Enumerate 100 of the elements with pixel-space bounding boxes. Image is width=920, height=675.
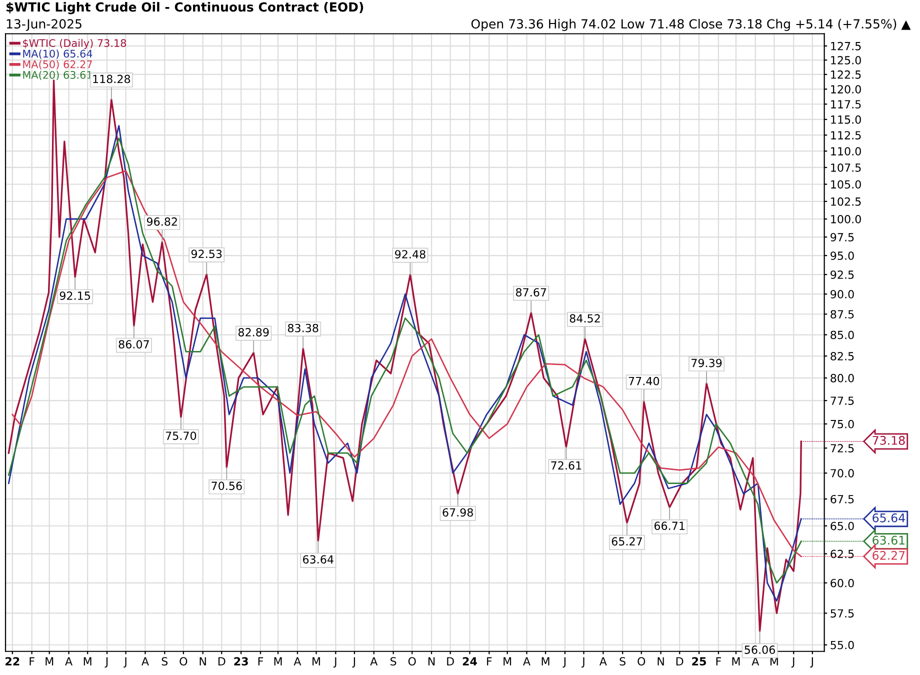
y-tick-label: 57.5 <box>830 609 854 618</box>
annotation: 63.64 <box>303 555 334 564</box>
y-tick-label: 82.5 <box>830 352 854 360</box>
x-tick-label: J <box>104 657 108 668</box>
y-tick-label: 70.0 <box>830 469 854 478</box>
x-tick-label: F <box>487 657 492 666</box>
annotation: 56.06 <box>744 646 775 654</box>
legend-label: MA(20) 63.61 <box>23 70 92 80</box>
y-tick-label: 60.0 <box>830 578 854 588</box>
y-tick-label: 75.0 <box>830 420 854 428</box>
annotation: 86.07 <box>118 340 149 349</box>
annotation: 77.40 <box>628 376 660 386</box>
x-tick-label: F <box>30 657 34 666</box>
y-tick-label: 95.0 <box>830 252 854 260</box>
x-tick-label: M <box>504 657 512 666</box>
x-tick-label: J <box>582 657 584 668</box>
annotation: 92.53 <box>191 250 222 258</box>
x-tick-label: S <box>620 657 626 666</box>
x-tick-label: A <box>294 657 302 666</box>
y-tick-label: 100.0 <box>831 214 861 224</box>
annotation: 79.39 <box>692 358 722 368</box>
x-tick-label: 23 <box>234 657 248 666</box>
annotation: 72.61 <box>551 461 582 470</box>
annotation: 63.61 <box>872 536 905 545</box>
chart-title: $WTIC Light Crude Oil - Continuous Contract (EOD) <box>6 2 364 14</box>
x-tick-label: F <box>258 657 264 666</box>
y-tick-label: 112.5 <box>831 131 861 140</box>
annotation: 62.27 <box>872 550 905 560</box>
x-tick-label: N <box>658 657 664 666</box>
x-tick-label: A <box>599 657 607 666</box>
annotation: 70.56 <box>212 482 242 490</box>
x-tick-label: J <box>124 657 126 668</box>
legend-label: $WTIC (Daily) 73.18 <box>23 38 126 50</box>
x-tick-label: A <box>370 657 378 666</box>
y-tick-label: 105.0 <box>831 180 861 189</box>
x-tick-label: J <box>352 657 356 668</box>
x-tick-label: M <box>46 657 54 666</box>
y-tick-label: 62.5 <box>830 550 854 558</box>
x-tick-label: O <box>638 657 646 666</box>
y-tick-label: 90.0 <box>830 290 854 298</box>
y-tick-label: 65.0 <box>830 522 854 530</box>
annotation: 75.70 <box>166 432 196 440</box>
text: Open 73.36 High 74.02 Low 71.48 Close 73.18 Chg +5.14 (+7.55%) ▲ <box>471 18 911 31</box>
x-tick-label: A <box>142 657 149 666</box>
annotation: 67.98 <box>442 508 473 517</box>
x-tick-label: M <box>312 657 320 666</box>
x-tick-label: D <box>218 657 226 666</box>
x-tick-label: J <box>791 657 794 668</box>
y-tick-label: 107.5 <box>831 163 861 172</box>
annotation: 82.89 <box>238 328 269 336</box>
x-tick-label: M <box>542 657 550 666</box>
x-tick-label: N <box>200 657 206 666</box>
x-tick-label: 22 <box>6 657 20 666</box>
annotation: 92.48 <box>395 250 426 258</box>
annotation: 73.18 <box>872 436 905 445</box>
annotation: 96.82 <box>146 217 177 226</box>
y-tick-label: 120.0 <box>831 85 861 94</box>
annotation: 84.52 <box>570 314 600 323</box>
y-tick-label: 67.5 <box>830 494 854 504</box>
x-tick-label: D <box>676 657 684 666</box>
x-tick-label: S <box>390 657 396 666</box>
y-tick-label: 77.5 <box>830 396 854 405</box>
x-tick-label: J <box>333 657 336 668</box>
y-tick-label: 97.5 <box>830 233 854 242</box>
x-tick-label: 25 <box>692 657 706 666</box>
y-tick-label: 110.0 <box>831 147 861 156</box>
annotation: 92.15 <box>60 292 90 300</box>
x-tick-label: O <box>180 657 188 666</box>
x-tick-label: S <box>162 657 168 666</box>
x-tick-label: 24 <box>462 657 477 666</box>
x-tick-label: F <box>716 657 721 666</box>
y-tick-label: 92.5 <box>830 270 854 279</box>
annotation: 65.27 <box>612 537 642 546</box>
x-tick-label: M <box>732 657 740 666</box>
annotation: 83.38 <box>288 324 318 332</box>
y-tick-label: 102.5 <box>831 197 861 206</box>
y-tick-label: 127.5 <box>831 42 861 50</box>
annotation: 65.64 <box>872 513 905 522</box>
x-tick-label: O <box>408 657 416 666</box>
y-tick-label: 125.0 <box>831 56 861 64</box>
legend-label: MA(10) 65.64 <box>23 50 92 59</box>
x-tick-label: N <box>428 657 435 666</box>
y-tick-label: 55.0 <box>830 640 854 650</box>
x-tick-label: A <box>65 657 72 666</box>
y-tick-label: 85.0 <box>830 330 854 340</box>
annotation: 66.71 <box>654 522 684 530</box>
x-tick-label: M <box>274 657 282 666</box>
y-tick-label: 117.5 <box>831 100 861 108</box>
x-tick-label: D <box>447 657 454 666</box>
y-tick-label: 122.5 <box>831 70 861 79</box>
y-tick-label: 80.0 <box>830 374 854 382</box>
annotation: 118.28 <box>93 74 130 84</box>
x-tick-label: J <box>562 657 566 668</box>
legend-label: MA(50) 62.27 <box>23 60 92 70</box>
y-tick-label: 87.5 <box>830 310 854 318</box>
annotation: 87.67 <box>516 288 546 297</box>
x-tick-label: J <box>810 657 813 668</box>
x-tick-label: A <box>523 657 530 666</box>
y-tick-label: 72.5 <box>830 444 854 452</box>
chart-subtitle: 13-Jun-2025 <box>6 19 82 31</box>
